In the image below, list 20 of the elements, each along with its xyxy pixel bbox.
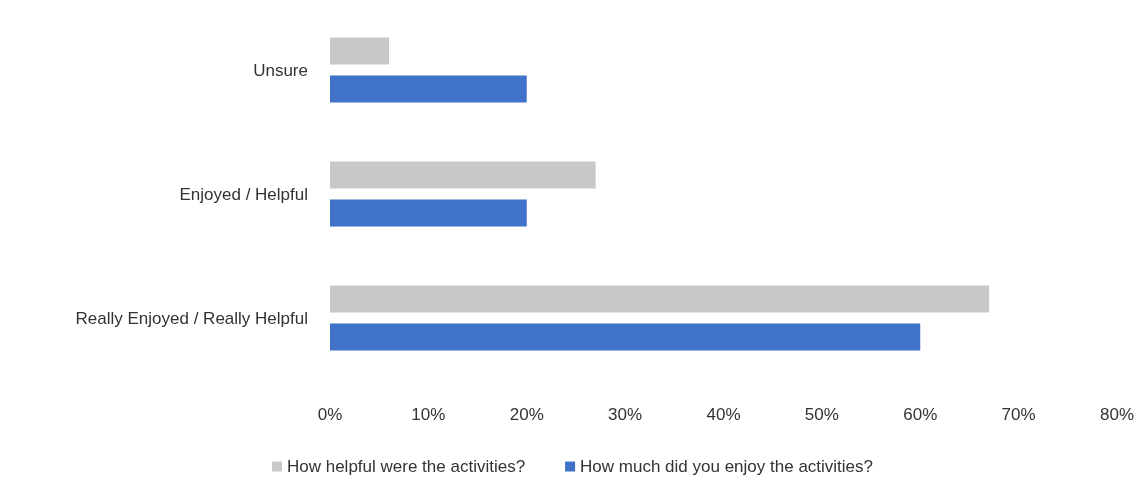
bar: [330, 323, 921, 351]
y-tick-label: Unsure: [253, 60, 308, 80]
bar: [330, 37, 390, 65]
x-tick-label: 30%: [608, 405, 643, 424]
x-tick-label: 50%: [804, 405, 839, 424]
x-tick-label: 10%: [411, 405, 446, 424]
x-tick-label: 70%: [1001, 405, 1036, 424]
bar: [330, 199, 527, 227]
x-tick-label: 40%: [706, 405, 741, 424]
bar: [330, 161, 596, 189]
y-tick-label: Really Enjoyed / Really Helpful: [75, 308, 308, 328]
x-tick-label: 80%: [1099, 405, 1135, 424]
x-tick-label: 60%: [903, 405, 938, 424]
x-tick-label: 0%: [317, 405, 343, 424]
bar: [330, 285, 990, 313]
legend-label: How helpful were the activities?: [286, 457, 526, 476]
x-tick-label: 20%: [509, 405, 544, 424]
y-tick-label: Enjoyed / Helpful: [179, 184, 308, 204]
legend-label: How much did you enjoy the activities?: [580, 457, 874, 476]
bar: [330, 75, 527, 103]
